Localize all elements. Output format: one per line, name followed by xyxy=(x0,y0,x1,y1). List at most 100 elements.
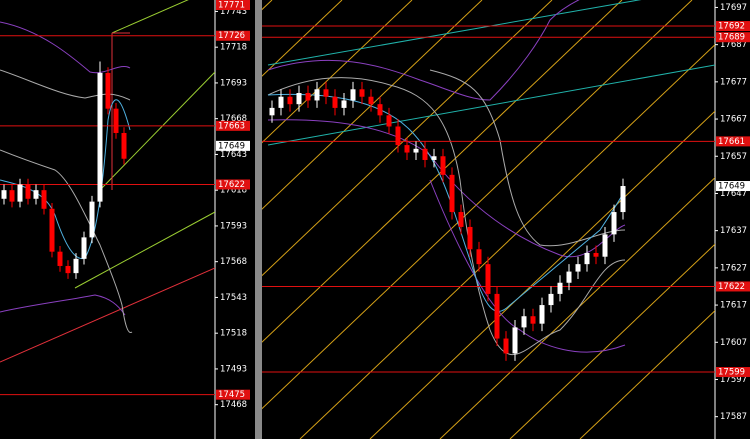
candle-body xyxy=(395,126,401,146)
candle-body xyxy=(113,108,119,133)
channel-line xyxy=(267,0,642,66)
candle-body xyxy=(440,156,446,175)
y-tick-label: 17677 xyxy=(720,77,747,87)
y-tick-label: 17593 xyxy=(220,221,247,231)
y-tick-label: 17568 xyxy=(220,257,247,267)
channel-line xyxy=(267,64,715,146)
y-tick-label: 17637 xyxy=(720,226,747,236)
y-tick-label: 17697 xyxy=(720,3,747,13)
candle-body xyxy=(503,338,509,354)
candle-body xyxy=(359,89,365,97)
candle-body xyxy=(611,212,617,235)
channel-line xyxy=(74,211,215,289)
y-tick-label: 17627 xyxy=(720,263,747,273)
candle-body xyxy=(422,148,428,160)
candle-body xyxy=(548,293,554,306)
price-tag-label: 17622 xyxy=(718,282,745,292)
candle-body xyxy=(65,265,71,274)
price-tag-label: 17692 xyxy=(718,22,745,32)
y-tick-label: 17597 xyxy=(720,375,747,385)
candle-body xyxy=(17,184,23,202)
price-tag xyxy=(716,21,750,32)
candle-body xyxy=(314,89,320,101)
candle-body xyxy=(323,89,329,97)
candle-body xyxy=(575,264,581,272)
candle-body xyxy=(494,293,500,339)
price-tag xyxy=(716,367,750,378)
price-tag xyxy=(216,0,250,10)
price-tag xyxy=(716,32,750,43)
candle-body xyxy=(566,271,572,283)
candle-body xyxy=(485,264,491,294)
bollinger-line xyxy=(0,69,131,101)
y-tick-label: 17493 xyxy=(220,364,247,374)
candle-body xyxy=(49,208,55,252)
price-tag xyxy=(216,30,250,41)
price-tag-label: 17726 xyxy=(218,31,245,41)
y-tick-label: 17587 xyxy=(720,412,747,422)
band-lower xyxy=(0,294,126,316)
price-tag xyxy=(716,281,750,292)
channel-line xyxy=(99,71,215,191)
candle-body xyxy=(269,107,275,116)
candle-body xyxy=(593,252,599,257)
candle-body xyxy=(368,96,374,105)
candle-body xyxy=(431,156,437,160)
candle-body xyxy=(512,327,518,354)
band-middle xyxy=(267,119,626,258)
band-lower xyxy=(429,179,626,353)
candle-body xyxy=(530,316,536,324)
y-tick-label: 17647 xyxy=(720,189,747,199)
candle-body xyxy=(557,282,563,294)
price-tag-label: 17689 xyxy=(718,33,745,43)
price-tag-label: 17663 xyxy=(218,121,245,131)
price-tag-label: 17661 xyxy=(718,137,745,147)
candle-body xyxy=(33,190,39,199)
candle-body xyxy=(97,72,103,202)
price-tag-label: 17622 xyxy=(218,180,245,190)
y-tick-label: 17687 xyxy=(720,40,747,50)
price-tag-label: 17771 xyxy=(218,1,245,11)
candle-body xyxy=(341,100,347,108)
panel-separator xyxy=(255,0,262,439)
y-tick-label: 17618 xyxy=(220,186,247,196)
candle-body xyxy=(467,226,473,250)
current-price-tag xyxy=(716,181,750,192)
candle-body xyxy=(377,104,383,116)
candle-body xyxy=(404,145,410,153)
candle-body xyxy=(539,305,545,324)
price-tag xyxy=(216,179,250,190)
candle-body xyxy=(9,190,15,202)
price-tag xyxy=(216,120,250,131)
candle-body xyxy=(350,89,356,101)
y-tick-label: 17643 xyxy=(220,150,247,160)
y-tick-label: 17693 xyxy=(220,78,247,88)
candle-body xyxy=(57,251,63,266)
y-tick-label: 17667 xyxy=(720,115,747,125)
moving-average xyxy=(267,93,626,312)
candle-body xyxy=(602,234,608,257)
price-tag xyxy=(716,136,750,147)
y-tick-label: 17743 xyxy=(220,7,247,17)
bollinger-line xyxy=(429,69,626,247)
candle-body xyxy=(413,148,419,153)
bollinger-line xyxy=(267,77,626,355)
band-upper xyxy=(0,21,131,74)
candle-body xyxy=(521,316,527,328)
candle-body xyxy=(105,72,111,109)
candle-body xyxy=(332,96,338,108)
candle-body xyxy=(620,186,626,213)
price-tag xyxy=(216,389,250,400)
candle-body xyxy=(1,190,7,199)
y-tick-label: 17468 xyxy=(220,400,247,410)
candles xyxy=(0,35,215,396)
candle-body xyxy=(386,115,392,127)
candle-body xyxy=(278,96,284,108)
candle-body xyxy=(449,174,455,213)
trend-line xyxy=(0,267,215,363)
candle-body xyxy=(287,96,293,105)
